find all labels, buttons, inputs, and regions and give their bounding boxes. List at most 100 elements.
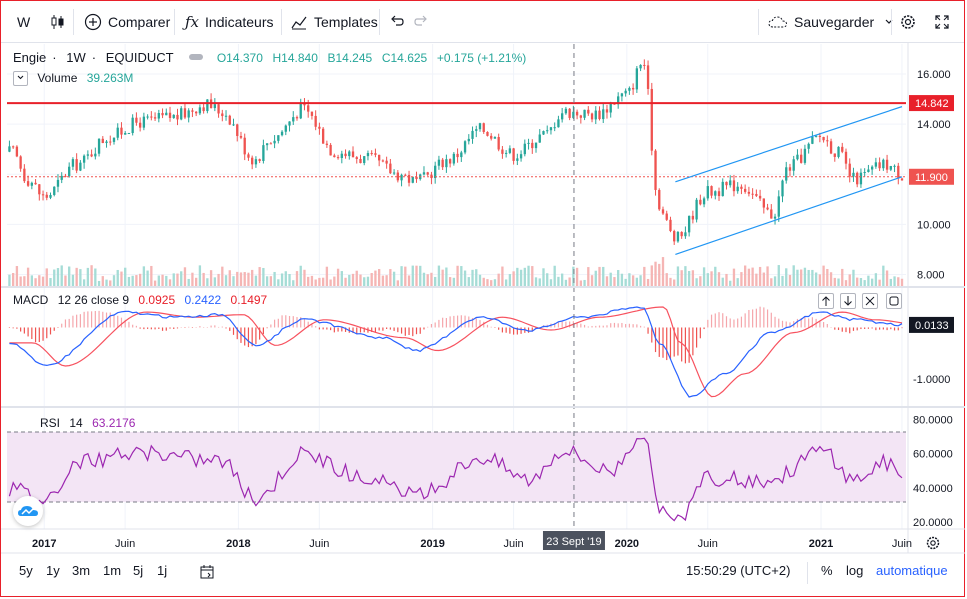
volume-bar xyxy=(277,279,280,287)
candle-body xyxy=(575,111,579,116)
pane-move-up-button[interactable] xyxy=(818,293,834,309)
candle-body xyxy=(639,64,642,69)
macd-histogram-bar xyxy=(214,325,216,328)
candle-body xyxy=(493,137,497,139)
time-axis-label: 2020 xyxy=(615,538,639,550)
pane-move-down-button[interactable] xyxy=(840,293,856,309)
range-button-1j[interactable]: 1j xyxy=(157,563,168,578)
macd-histogram-bar xyxy=(102,311,104,328)
settings-button[interactable] xyxy=(899,1,917,42)
clock-display[interactable]: 15:50:29 (UTC+2) xyxy=(686,563,790,578)
macd-histogram-bar xyxy=(266,327,268,329)
candle-body xyxy=(721,181,724,197)
range-button-3m[interactable]: 3m xyxy=(72,563,91,578)
pane-close-button[interactable] xyxy=(862,293,878,309)
candle-body xyxy=(56,179,60,187)
macd-histogram-bar xyxy=(692,327,694,356)
macd-histogram-bar xyxy=(356,327,358,334)
indicators-label: Indicateurs xyxy=(205,13,274,30)
candle-body xyxy=(404,174,407,176)
volume-collapse-button[interactable] xyxy=(13,71,28,87)
candle-body xyxy=(859,172,863,185)
candle-body xyxy=(486,131,489,136)
volume-bar xyxy=(131,275,134,287)
macd-histogram-bar xyxy=(595,325,597,328)
tradingview-logo-button[interactable] xyxy=(13,496,43,526)
candle-body xyxy=(635,68,639,90)
volume-bar xyxy=(777,265,780,287)
range-button-1y[interactable]: 1y xyxy=(46,563,60,578)
fullscreen-button[interactable] xyxy=(934,1,950,42)
candle-body xyxy=(15,146,19,157)
volume-bar xyxy=(654,261,657,287)
macd-histogram-bar xyxy=(565,321,567,328)
volume-bar xyxy=(643,266,646,287)
macd-histogram-bar xyxy=(404,327,406,336)
log-toggle[interactable]: log xyxy=(846,563,863,578)
volume-bar xyxy=(127,276,131,287)
undo-button[interactable] xyxy=(389,1,405,42)
range-button-5y[interactable]: 5y xyxy=(19,563,33,578)
volume-bar xyxy=(288,274,291,287)
compare-button[interactable]: Comparer xyxy=(84,1,170,42)
legend-dot: · xyxy=(91,50,97,65)
time-axis-label: Juin xyxy=(115,538,135,550)
macd-histogram-bar xyxy=(173,327,175,329)
volume-bar xyxy=(340,271,343,287)
candle-body xyxy=(153,117,157,119)
candle-body xyxy=(79,162,82,171)
macd-histogram-bar xyxy=(621,322,623,328)
range-button-5j[interactable]: 5j xyxy=(133,563,144,578)
volume-value: 39.263M xyxy=(86,71,134,85)
candle-body xyxy=(874,162,878,167)
pane-maximize-button[interactable] xyxy=(886,293,902,309)
volume-bar xyxy=(635,277,639,287)
macd-histogram-bar xyxy=(363,327,365,333)
undo-icon xyxy=(391,15,404,26)
volume-bar xyxy=(445,267,448,287)
candle-body xyxy=(736,186,739,192)
volume-bar xyxy=(258,267,261,287)
bar-style-button[interactable] xyxy=(49,1,67,42)
range-button-1m[interactable]: 1m xyxy=(103,563,122,578)
volume-bar xyxy=(377,269,381,287)
volume-bar xyxy=(870,278,874,287)
candle-body xyxy=(814,135,818,137)
volume-bar xyxy=(781,275,784,287)
candle-body xyxy=(38,184,41,195)
volume-bar xyxy=(396,280,399,287)
symbol-interval-button[interactable]: W xyxy=(17,1,30,42)
trend-channel-lower[interactable] xyxy=(675,176,903,256)
volume-bar xyxy=(26,267,30,287)
macd-histogram-bar xyxy=(722,313,724,328)
volume-bar xyxy=(176,273,179,287)
candle-body xyxy=(560,113,564,120)
volume-bar xyxy=(41,276,45,287)
volume-bar xyxy=(34,278,37,287)
percent-toggle[interactable]: % xyxy=(821,563,833,578)
volume-bar xyxy=(665,273,668,287)
candle-body xyxy=(568,108,571,118)
indicators-button[interactable]: ƒx Indicateurs xyxy=(185,1,274,42)
date-range-button[interactable] xyxy=(199,564,215,585)
candle-body xyxy=(157,113,160,119)
volume-bar xyxy=(385,275,388,287)
macd-histogram-bar xyxy=(669,327,672,360)
candle-body xyxy=(258,159,261,161)
volume-bar xyxy=(590,275,594,287)
auto-scale-toggle[interactable]: automatique xyxy=(876,563,948,578)
candle-body xyxy=(650,88,653,151)
redo-button[interactable] xyxy=(413,1,429,42)
time-axis-settings-button[interactable] xyxy=(925,535,941,556)
macd-histogram-bar xyxy=(244,327,246,346)
volume-bar xyxy=(187,278,190,287)
candle-body xyxy=(620,93,624,97)
templates-button[interactable]: Templates xyxy=(290,1,378,42)
candlestick-icon xyxy=(51,14,64,29)
volume-bar xyxy=(49,278,52,287)
trend-channel-upper[interactable] xyxy=(675,106,903,183)
candle-body xyxy=(897,165,900,179)
macd-histogram-bar xyxy=(808,318,810,328)
volume-bar xyxy=(437,265,441,287)
